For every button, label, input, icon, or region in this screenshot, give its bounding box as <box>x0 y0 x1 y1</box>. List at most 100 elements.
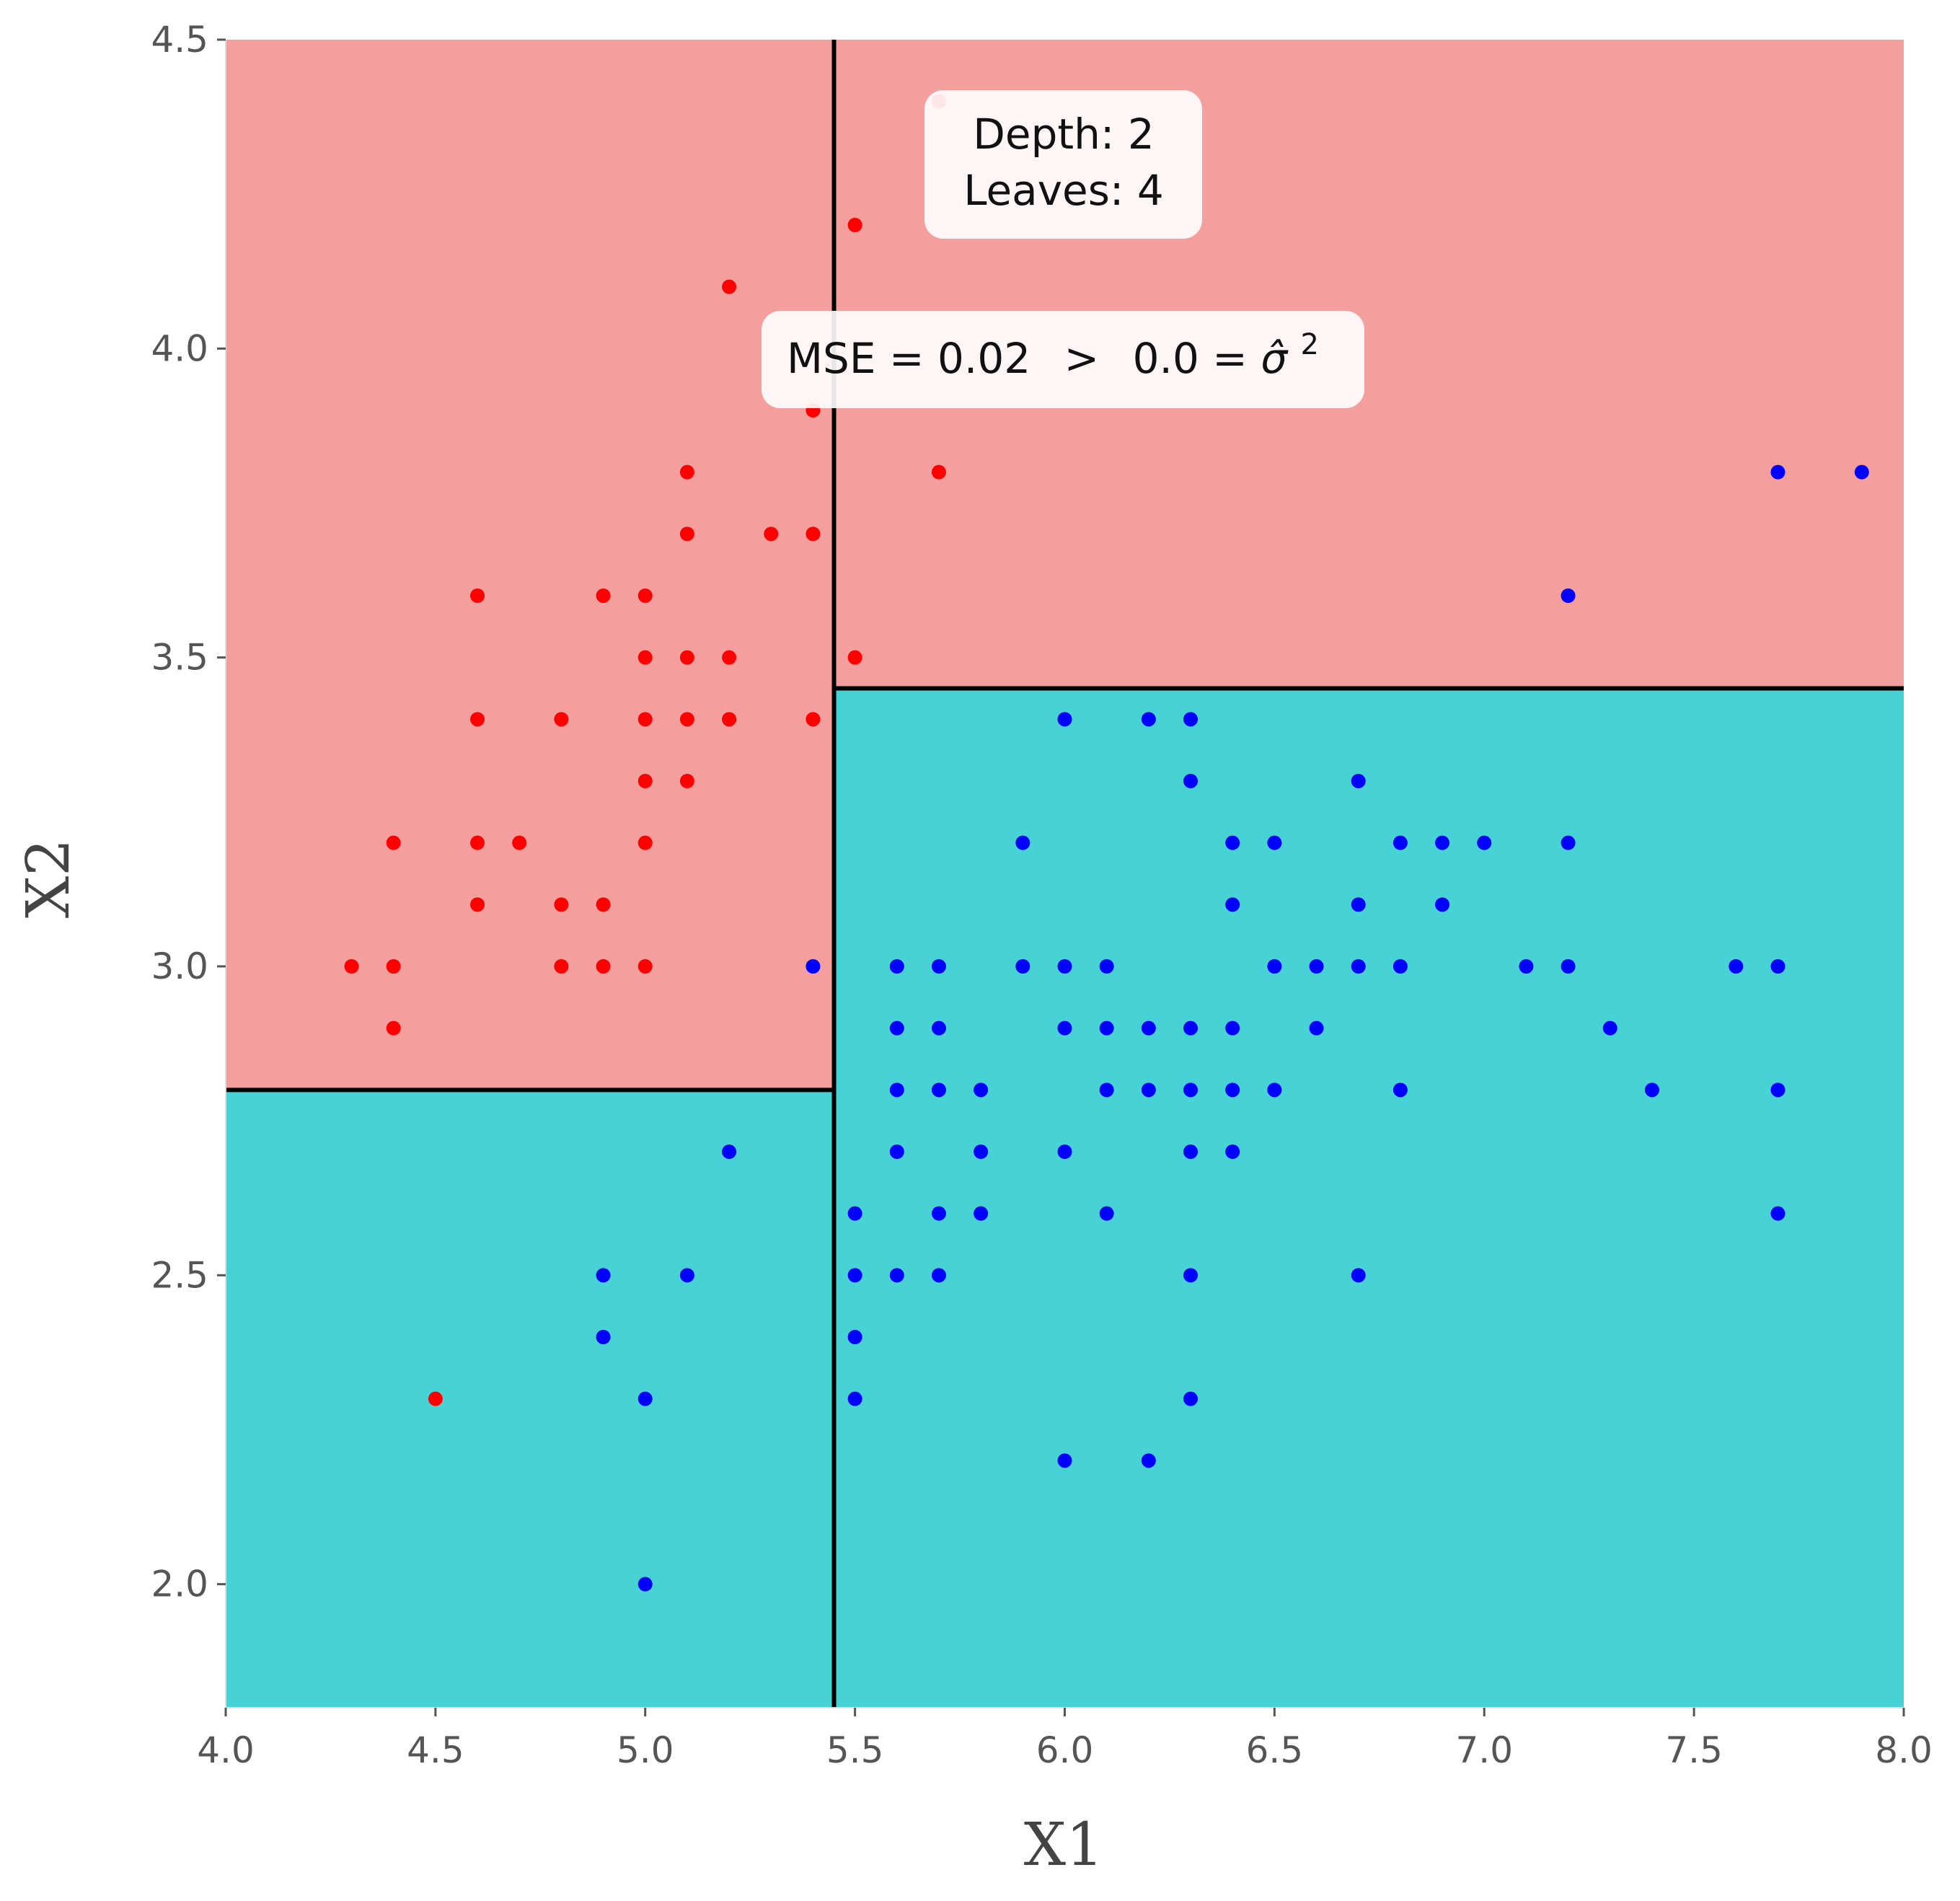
data-point-0-19 <box>637 774 653 788</box>
data-point-0-0 <box>344 959 359 974</box>
data-point-1-8 <box>847 1268 862 1283</box>
data-point-0-37 <box>931 464 946 480</box>
data-point-0-33 <box>805 712 821 727</box>
data-point-1-14 <box>889 1144 904 1159</box>
data-point-1-52 <box>1267 959 1282 974</box>
data-point-1-27 <box>1057 959 1072 974</box>
data-point-1-76 <box>1770 1206 1785 1221</box>
data-point-1-29 <box>1057 1144 1072 1159</box>
data-point-1-72 <box>1729 959 1744 974</box>
region-1 <box>226 1090 834 1708</box>
data-point-1-22 <box>974 1144 989 1159</box>
data-point-0-5 <box>470 588 485 603</box>
data-point-1-57 <box>1351 897 1366 912</box>
x-tick-label-0: 4.0 <box>197 1729 255 1771</box>
data-point-0-22 <box>679 464 694 480</box>
data-point-0-26 <box>679 774 694 788</box>
data-point-1-70 <box>1602 1020 1617 1036</box>
data-point-1-15 <box>889 1268 904 1283</box>
data-point-0-24 <box>679 650 694 665</box>
data-point-0-4 <box>428 1391 443 1406</box>
data-point-1-53 <box>1267 1082 1282 1098</box>
depth-annotation: Depth: 2 Leaves: 4 <box>924 90 1202 239</box>
data-point-0-25 <box>679 712 694 727</box>
region-3 <box>834 688 1904 1708</box>
data-point-1-42 <box>1183 1082 1198 1098</box>
data-point-1-5 <box>722 1144 737 1159</box>
data-point-1-38 <box>1141 1453 1156 1468</box>
data-point-1-20 <box>931 1268 946 1283</box>
data-point-1-13 <box>889 1082 904 1098</box>
data-point-0-35 <box>847 650 862 665</box>
data-point-1-4 <box>679 1268 694 1283</box>
data-point-0-30 <box>764 526 779 542</box>
data-point-1-3 <box>637 1576 653 1592</box>
data-point-1-7 <box>847 1206 862 1221</box>
data-point-1-69 <box>1561 959 1576 974</box>
data-point-1-19 <box>931 1206 946 1221</box>
region-0 <box>226 40 834 1090</box>
data-point-1-65 <box>1477 835 1492 850</box>
data-point-1-63 <box>1435 835 1450 850</box>
data-point-0-13 <box>596 588 611 603</box>
data-point-1-49 <box>1225 1082 1240 1098</box>
data-point-1-68 <box>1561 835 1576 850</box>
decision-regions <box>226 40 1904 1708</box>
data-point-1-54 <box>1309 959 1324 974</box>
y-tick-label-1: 2.5 <box>151 1254 208 1296</box>
data-point-0-10 <box>554 712 569 727</box>
data-point-1-64 <box>1435 897 1450 912</box>
data-point-1-6 <box>805 959 821 974</box>
sigma-value-text: 0.0 = <box>1133 334 1261 383</box>
axes: 4.0 4.5 5.0 5.5 6.0 6.5 7.0 7.5 8.0 2.0 2.5 3.0 3.5 4… <box>151 19 1932 1771</box>
data-point-1-66 <box>1519 959 1534 974</box>
mse-greater-than: > <box>1064 334 1100 383</box>
data-point-1-55 <box>1309 1020 1324 1036</box>
leaves-label: Leaves: 4 <box>963 166 1164 215</box>
data-point-1-39 <box>1183 712 1198 727</box>
data-point-1-2 <box>637 1391 653 1406</box>
data-point-1-50 <box>1225 1144 1240 1159</box>
data-point-1-48 <box>1225 1020 1240 1036</box>
data-point-0-18 <box>637 712 653 727</box>
data-point-1-44 <box>1183 1268 1198 1283</box>
mse-annotation-box <box>762 311 1364 408</box>
data-point-1-32 <box>1099 1020 1114 1036</box>
x-tick-label-7: 7.5 <box>1665 1729 1723 1771</box>
data-point-1-74 <box>1770 959 1785 974</box>
data-points <box>344 94 1869 1592</box>
x-tick-label-1: 4.5 <box>407 1729 464 1771</box>
x-tick-label-5: 6.5 <box>1246 1729 1304 1771</box>
data-point-0-7 <box>470 835 485 850</box>
data-point-0-11 <box>554 897 569 912</box>
data-point-1-61 <box>1392 959 1408 974</box>
data-point-1-34 <box>1099 1206 1114 1221</box>
data-point-1-31 <box>1099 959 1114 974</box>
y-tick-label-5: 4.5 <box>151 19 208 61</box>
data-point-0-2 <box>386 959 401 974</box>
data-point-1-17 <box>931 1020 946 1036</box>
data-point-1-23 <box>974 1206 989 1221</box>
data-point-1-58 <box>1351 959 1366 974</box>
sigma-hat-symbol: σ̂ <box>1261 334 1289 383</box>
data-point-1-35 <box>1141 712 1156 727</box>
data-point-1-10 <box>847 1391 862 1406</box>
data-point-1-0 <box>596 1268 611 1283</box>
data-point-1-21 <box>974 1082 989 1098</box>
data-point-1-41 <box>1183 1020 1198 1036</box>
mse-value-text: MSE = 0.02 <box>787 334 1030 383</box>
data-point-1-47 <box>1225 897 1240 912</box>
data-point-0-16 <box>637 588 653 603</box>
data-point-0-27 <box>722 279 737 294</box>
data-point-1-59 <box>1351 1268 1366 1283</box>
data-point-1-9 <box>847 1330 862 1344</box>
data-point-1-71 <box>1644 1082 1659 1098</box>
data-point-0-32 <box>805 526 821 542</box>
data-point-1-18 <box>931 1082 946 1098</box>
mse-label: MSE = 0.02 > 0.0 = σ̂ 2 <box>787 328 1319 383</box>
data-point-0-3 <box>386 1020 401 1036</box>
data-point-0-23 <box>679 526 694 542</box>
x-axis-label: X1 <box>1024 1811 1104 1879</box>
data-point-1-24 <box>1015 835 1030 850</box>
data-point-0-34 <box>847 218 862 232</box>
